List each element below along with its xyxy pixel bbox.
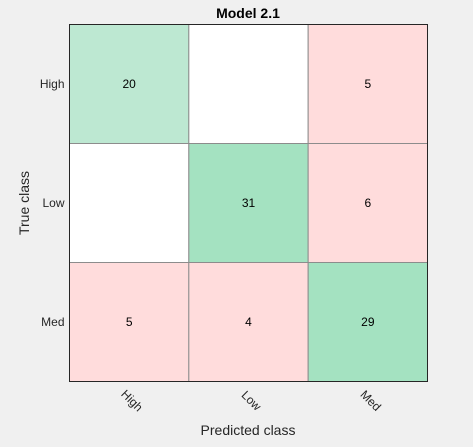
y-axis-label: True class [16, 171, 32, 235]
cell-value: 29 [361, 315, 375, 329]
y-tick-label: Low [42, 196, 64, 210]
cell-value: 5 [126, 315, 133, 329]
cell-value: 20 [122, 77, 136, 91]
y-tick-labels: High Low Med [40, 77, 65, 329]
cell-value: 6 [364, 196, 371, 210]
cell-value: 31 [242, 196, 256, 210]
y-tick-label: Med [41, 315, 64, 329]
heatmap-cell-high-high [69, 24, 190, 144]
x-tick-label: High [118, 387, 145, 414]
y-tick-label: High [40, 77, 65, 91]
heatmap-cells [69, 24, 428, 382]
plot-frame [69, 24, 428, 382]
x-tick-label: Low [239, 388, 265, 414]
cell-value-labels: 20 5 31 6 5 4 29 [122, 77, 374, 329]
x-tick-labels: High Low Med [118, 387, 384, 414]
heatmap-cell-med-low [188, 262, 309, 382]
cell-value: 5 [364, 77, 371, 91]
chart-title: Model 2.1 [216, 5, 280, 21]
x-axis-label: Predicted class [201, 422, 296, 438]
heatmap-cell-low-med [307, 143, 428, 263]
x-tick-label: Med [357, 387, 383, 413]
heatmap-cell-high-low [188, 24, 309, 144]
heatmap-cell-low-high [69, 143, 190, 263]
cell-value: 4 [245, 315, 252, 329]
heatmap-cell-low-low [188, 143, 309, 263]
